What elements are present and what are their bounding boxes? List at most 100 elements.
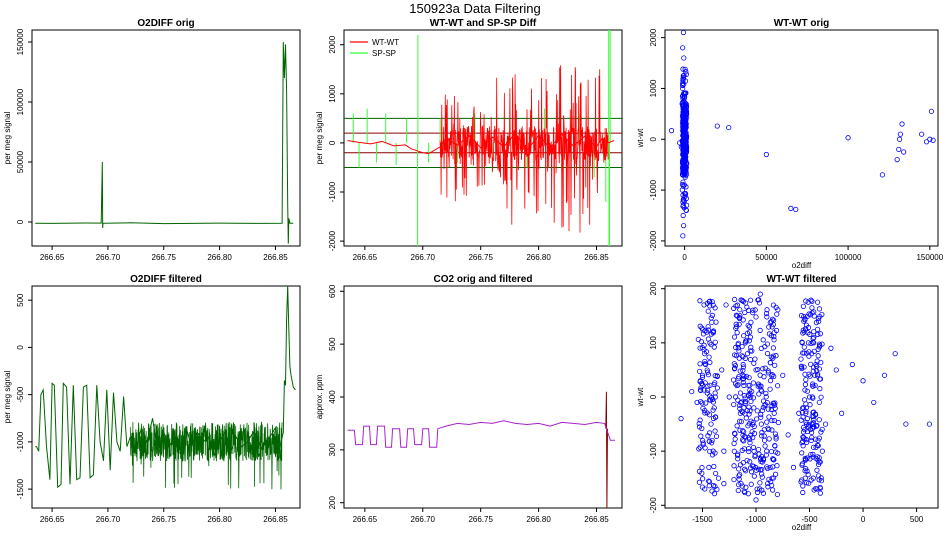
x-tick-label: 266.65	[353, 253, 378, 262]
data-point	[759, 487, 765, 493]
data-point	[681, 223, 687, 229]
data-point	[706, 464, 712, 470]
data-point	[705, 324, 711, 330]
data-point	[757, 383, 763, 389]
data-point	[766, 324, 772, 330]
chart-title: CO2 orig and filtered	[434, 274, 533, 285]
data-point	[849, 361, 855, 368]
data-point	[709, 488, 715, 494]
data-point	[769, 373, 775, 379]
plot-frame	[343, 285, 623, 509]
y-tick-label: 500	[16, 293, 25, 307]
data-point	[754, 408, 760, 414]
data-point	[771, 457, 777, 463]
x-tick-label: 266.80	[207, 515, 232, 524]
data-point	[709, 440, 715, 446]
plot-area	[344, 30, 622, 246]
data-point	[699, 400, 705, 406]
data-point	[742, 398, 749, 405]
x-tick-label: 266.70	[411, 253, 436, 262]
data-point	[750, 395, 757, 401]
data-point	[801, 344, 807, 350]
data-point	[712, 428, 718, 434]
data-point	[803, 408, 809, 414]
y-tick-label: 1000	[328, 84, 337, 102]
data-point	[694, 399, 700, 406]
data-point	[699, 425, 705, 432]
data-point	[747, 356, 754, 363]
data-point	[700, 437, 706, 444]
data-point	[763, 452, 770, 458]
x-tick-label: 266.80	[526, 253, 551, 262]
data-point	[759, 429, 765, 436]
data-point	[748, 469, 755, 475]
data-point	[816, 399, 822, 405]
data-point	[766, 414, 772, 420]
y-axis-label: wt-wt	[636, 128, 645, 148]
data-point	[800, 438, 806, 444]
chart-p3: WT-WT orig 0 50000 100000 150000 -2000 -1000 0 1…	[636, 18, 944, 270]
data-point	[743, 484, 749, 490]
data-point	[773, 353, 779, 359]
y-tick-label: -1500	[16, 478, 25, 499]
data-point	[731, 463, 737, 469]
chart-title: O2DIFF filtered	[130, 274, 202, 285]
data-point	[702, 380, 708, 386]
data-point	[747, 334, 753, 340]
data-point	[799, 462, 805, 468]
y-tick-label: 50000	[16, 150, 25, 173]
data-point	[701, 342, 707, 348]
data-point	[741, 429, 747, 435]
data-point	[680, 124, 686, 131]
data-point	[901, 149, 907, 155]
data-point	[745, 322, 751, 329]
data-point	[763, 390, 769, 397]
y-tick-label: 0	[16, 345, 25, 350]
data-point	[740, 361, 746, 368]
data-point	[732, 394, 739, 400]
data-point	[742, 395, 748, 401]
data-point	[892, 351, 898, 357]
data-point	[711, 491, 718, 497]
data-point	[711, 463, 717, 470]
data-point	[754, 486, 760, 492]
data-point	[758, 421, 764, 427]
data-point	[713, 433, 720, 439]
x-tick-label: 266.80	[526, 515, 551, 524]
data-point	[764, 307, 770, 313]
data-point	[760, 490, 767, 496]
data-point	[761, 374, 767, 380]
data-point	[734, 423, 740, 429]
data-point	[721, 481, 727, 487]
data-point	[740, 317, 746, 323]
data-point	[759, 407, 766, 413]
data-point	[772, 431, 779, 437]
data-point	[751, 463, 757, 469]
data-point	[705, 369, 711, 375]
x-axis-label: o2diff	[792, 523, 812, 532]
data-point	[741, 382, 747, 389]
data-point	[833, 367, 839, 373]
data-point	[809, 429, 815, 436]
data-point	[747, 465, 754, 471]
data-point	[753, 467, 759, 473]
data-point	[758, 411, 764, 418]
data-point	[765, 425, 771, 431]
data-point	[755, 446, 762, 453]
plot-frame	[664, 29, 939, 247]
data-point	[743, 300, 749, 306]
data-point	[705, 372, 712, 378]
data-point	[697, 323, 703, 329]
data-point	[762, 365, 768, 371]
y-tick-label: 0	[649, 394, 658, 399]
data-point	[730, 377, 737, 383]
data-point	[747, 348, 753, 354]
data-point	[704, 390, 710, 396]
data-point	[816, 417, 822, 423]
data-point	[683, 168, 689, 174]
x-tick-label: 266.85	[584, 515, 609, 524]
data-point	[805, 472, 811, 478]
data-point	[764, 341, 771, 347]
data-point	[680, 203, 686, 209]
